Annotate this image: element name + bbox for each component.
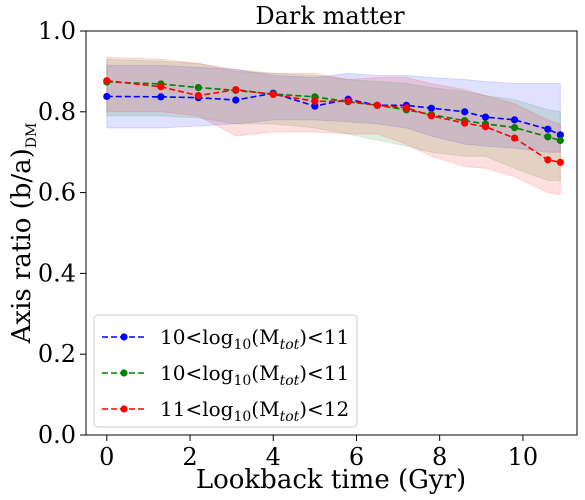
series-3-point xyxy=(344,97,352,105)
x-tick-label: 2 xyxy=(182,443,197,471)
series-1-point xyxy=(461,108,469,116)
series-1-point xyxy=(103,92,111,101)
y-axis-title-main: Axis ratio (b/a) xyxy=(7,148,37,344)
series-lines xyxy=(103,77,564,166)
x-tick-label: 8 xyxy=(432,443,447,471)
x-axis-ticks: 0 2 4 6 8 10 xyxy=(99,435,538,471)
series-3-point xyxy=(194,92,202,100)
series-3-point xyxy=(232,85,240,94)
series-1-point xyxy=(544,125,552,133)
legend-marker xyxy=(120,369,128,377)
series-1-point xyxy=(427,104,435,112)
series-3-point xyxy=(544,156,552,164)
series-3-band xyxy=(106,56,561,196)
y-tick-label: 0.4 xyxy=(38,259,76,287)
y-axis-title-subscript: DM xyxy=(24,123,40,149)
legend-label-part: 10 xyxy=(233,337,251,353)
legend-label-part: 10<log xyxy=(160,325,234,349)
legend-label-part: tot xyxy=(280,409,300,425)
y-tick-label: 0.2 xyxy=(38,340,76,368)
series-3-point xyxy=(373,101,381,109)
y-axis-title: Axis ratio (b/a)DM xyxy=(7,123,40,345)
legend-label-part: )<12 xyxy=(299,397,349,421)
legend-marker xyxy=(120,333,128,341)
legend-label-part: 11<log xyxy=(160,397,234,421)
series-1-point xyxy=(232,96,240,104)
legend-marker xyxy=(120,405,128,413)
x-tick-label: 10 xyxy=(508,443,539,471)
series-2-point xyxy=(544,133,552,141)
series-2-point xyxy=(556,136,564,145)
legend-label: 10<log10(Mtot)<11 xyxy=(160,325,349,353)
legend-label-part: )<11 xyxy=(299,361,349,385)
x-axis-title: Lookback time (Gyr) xyxy=(196,465,466,495)
legend-box xyxy=(93,314,358,428)
x-tick-label: 6 xyxy=(349,443,364,471)
y-tick-label: 0.8 xyxy=(38,98,76,126)
x-tick-label: 0 xyxy=(99,443,114,471)
series-3-point xyxy=(556,158,564,166)
plot-frame xyxy=(85,30,578,436)
legend: 10<log10(Mtot)<1110<log10(Mtot)<1111<log… xyxy=(93,314,358,428)
series-3-point xyxy=(481,123,490,131)
series-3-point xyxy=(402,104,410,112)
series-3-point xyxy=(461,119,469,127)
series-3-point xyxy=(510,134,519,142)
series-1-point xyxy=(510,116,519,124)
legend-label-part: (M xyxy=(251,397,279,421)
series-1-point xyxy=(157,93,165,101)
series-2-point xyxy=(194,83,202,92)
legend-label: 10<log10(Mtot)<11 xyxy=(160,361,349,389)
series-3-point xyxy=(311,97,319,105)
legend-label-part: (M xyxy=(251,361,279,385)
y-tick-label: 1.0 xyxy=(38,17,76,45)
series-3-point xyxy=(157,83,165,91)
series-2-point xyxy=(510,123,519,132)
y-tick-label: 0.0 xyxy=(38,421,76,449)
legend-label-part: 10<log xyxy=(160,361,234,385)
series-1-point xyxy=(481,113,490,121)
chart-title: Dark matter xyxy=(255,2,405,30)
y-tick-label: 0.6 xyxy=(38,179,76,207)
legend-label-part: tot xyxy=(280,373,300,389)
legend-label-part: )<11 xyxy=(299,325,349,349)
series-1-band xyxy=(106,64,561,153)
legend-label-part: tot xyxy=(280,337,300,353)
legend-label-part: (M xyxy=(251,325,279,349)
series-1-point xyxy=(556,131,564,139)
x-tick-label: 4 xyxy=(266,443,281,471)
y-axis-ticks: 0.0 0.2 0.4 0.6 0.8 1.0 xyxy=(38,17,86,449)
series-3-point xyxy=(427,112,435,120)
legend-label-part: 10 xyxy=(233,373,251,389)
series-3-point xyxy=(103,77,111,85)
legend-label: 11<log10(Mtot)<12 xyxy=(160,397,349,425)
legend-label-part: 10 xyxy=(233,409,251,425)
series-3-point xyxy=(269,90,277,99)
